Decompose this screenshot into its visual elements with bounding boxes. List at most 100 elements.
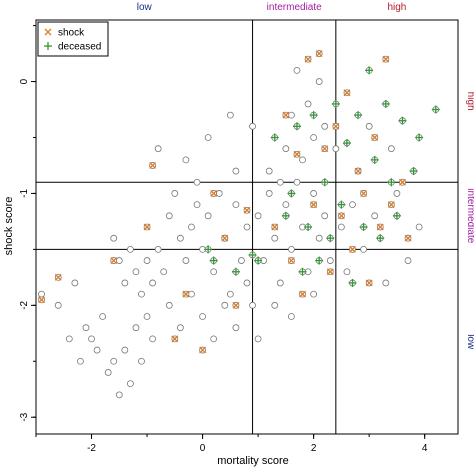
data-point-circle: [54, 301, 62, 309]
data-point-circle: [121, 346, 129, 354]
data-point-shock-stroke: [143, 223, 151, 231]
data-point-shock: [343, 89, 351, 97]
data-point-circle: [249, 122, 256, 130]
data-point-shock-stroke: [326, 268, 334, 276]
data-point-circle: [138, 357, 145, 365]
data-point-shock: [360, 189, 368, 197]
data-point-circle: [360, 245, 368, 253]
data-point-circle: [93, 346, 101, 354]
data-point-shock: [337, 212, 345, 220]
data-point-deceased: [320, 178, 329, 187]
legend-label: deceased: [58, 42, 101, 53]
data-point-shock: [38, 296, 46, 304]
data-point-shock-stroke: [337, 212, 345, 220]
data-point-deceased: [281, 211, 290, 220]
data-point-shock: [221, 234, 229, 242]
y-category-label: intermediate: [465, 188, 474, 243]
data-point-circle: [132, 324, 140, 332]
data-point-shock: [304, 55, 312, 63]
data-point-deceased: [381, 99, 390, 108]
data-point-circle: [415, 223, 423, 231]
data-point-shock-stroke: [371, 134, 379, 141]
data-point-deceased: [298, 267, 307, 276]
data-point-deceased: [231, 267, 240, 276]
data-point-circle: [88, 335, 95, 343]
data-point-shock-stroke: [38, 296, 46, 304]
data-point-circle: [165, 212, 173, 220]
data-point-shock-stroke: [271, 223, 279, 231]
data-point-shock: [371, 134, 379, 141]
data-point-shock: [143, 223, 151, 231]
x-category-label: low: [137, 2, 153, 13]
data-point-circle: [243, 223, 251, 231]
x-tick-label: -2: [87, 443, 96, 454]
data-point-circle: [293, 66, 301, 74]
data-point-circle: [143, 313, 151, 320]
legend-marker-shock: [44, 28, 52, 36]
data-point-shock-stroke: [149, 161, 157, 169]
data-point-deceased: [409, 167, 418, 176]
data-point-deceased: [348, 278, 357, 287]
axes-layer: -2 0 2 4 0 -1 -2 -3: [19, 19, 459, 454]
data-point-shock: [299, 290, 306, 298]
data-point-shock: [293, 150, 301, 158]
data-point-circle: [121, 279, 129, 287]
data-point-deceased: [337, 200, 346, 209]
data-point-shock-stroke: [399, 178, 406, 186]
x-tick-label: 2: [311, 443, 317, 454]
data-point-circle: [254, 212, 262, 220]
data-point-circle: [38, 290, 45, 298]
data-point-circle: [77, 357, 84, 365]
data-point-circle: [249, 301, 256, 309]
y-tick-label: 0: [19, 78, 30, 84]
data-point-shock: [349, 245, 356, 253]
data-point-shock-stroke: [243, 206, 251, 214]
data-point-circle: [332, 145, 340, 153]
legend-label: shock: [58, 28, 85, 39]
data-point-circle: [204, 212, 212, 220]
data-point-deceased: [331, 99, 340, 108]
data-point-shock-stroke: [382, 55, 390, 63]
data-point-shock-stroke: [110, 257, 118, 265]
data-point-circle: [65, 335, 73, 343]
data-point-circle: [193, 201, 201, 209]
data-point-circle: [165, 301, 173, 309]
data-point-deceased: [376, 234, 385, 243]
data-point-circle: [182, 257, 190, 264]
data-point-circle: [288, 245, 295, 253]
legend: shock deceased: [37, 21, 109, 57]
data-point-shock-stroke: [315, 50, 323, 58]
data-point-shock-stroke: [199, 346, 207, 354]
y-tick-label: -3: [19, 412, 30, 421]
data-point-circle: [243, 279, 251, 287]
data-point-circle: [176, 234, 184, 242]
data-point-deceased: [354, 111, 363, 120]
data-point-shock-stroke: [387, 201, 395, 209]
data-point-shock: [287, 257, 295, 265]
data-point-circle: [226, 290, 234, 298]
data-point-deceased: [392, 211, 401, 220]
data-point-shock: [382, 55, 390, 63]
data-point-deceased: [248, 250, 257, 259]
data-point-circle: [271, 234, 279, 242]
data-point-circle: [282, 201, 290, 209]
data-point-shock: [321, 145, 329, 153]
data-point-circle: [404, 257, 412, 264]
data-point-circle: [126, 380, 134, 388]
data-point-circle: [138, 290, 145, 298]
data-point-deceased: [270, 133, 279, 142]
data-point-shock-stroke: [182, 290, 190, 298]
x-tick-label: 4: [422, 443, 428, 454]
data-point-circle: [265, 190, 273, 197]
data-point-deceased: [370, 155, 379, 164]
data-point-circle: [210, 335, 218, 343]
data-point-circle: [265, 167, 273, 175]
data-point-shock: [54, 273, 62, 281]
data-point-circle: [115, 391, 123, 399]
data-point-shock-stroke: [349, 245, 356, 253]
data-point-shock-stroke: [376, 223, 384, 231]
data-point-circle: [276, 279, 284, 287]
data-point-shock-stroke: [54, 273, 62, 281]
data-point-circle: [337, 223, 345, 231]
